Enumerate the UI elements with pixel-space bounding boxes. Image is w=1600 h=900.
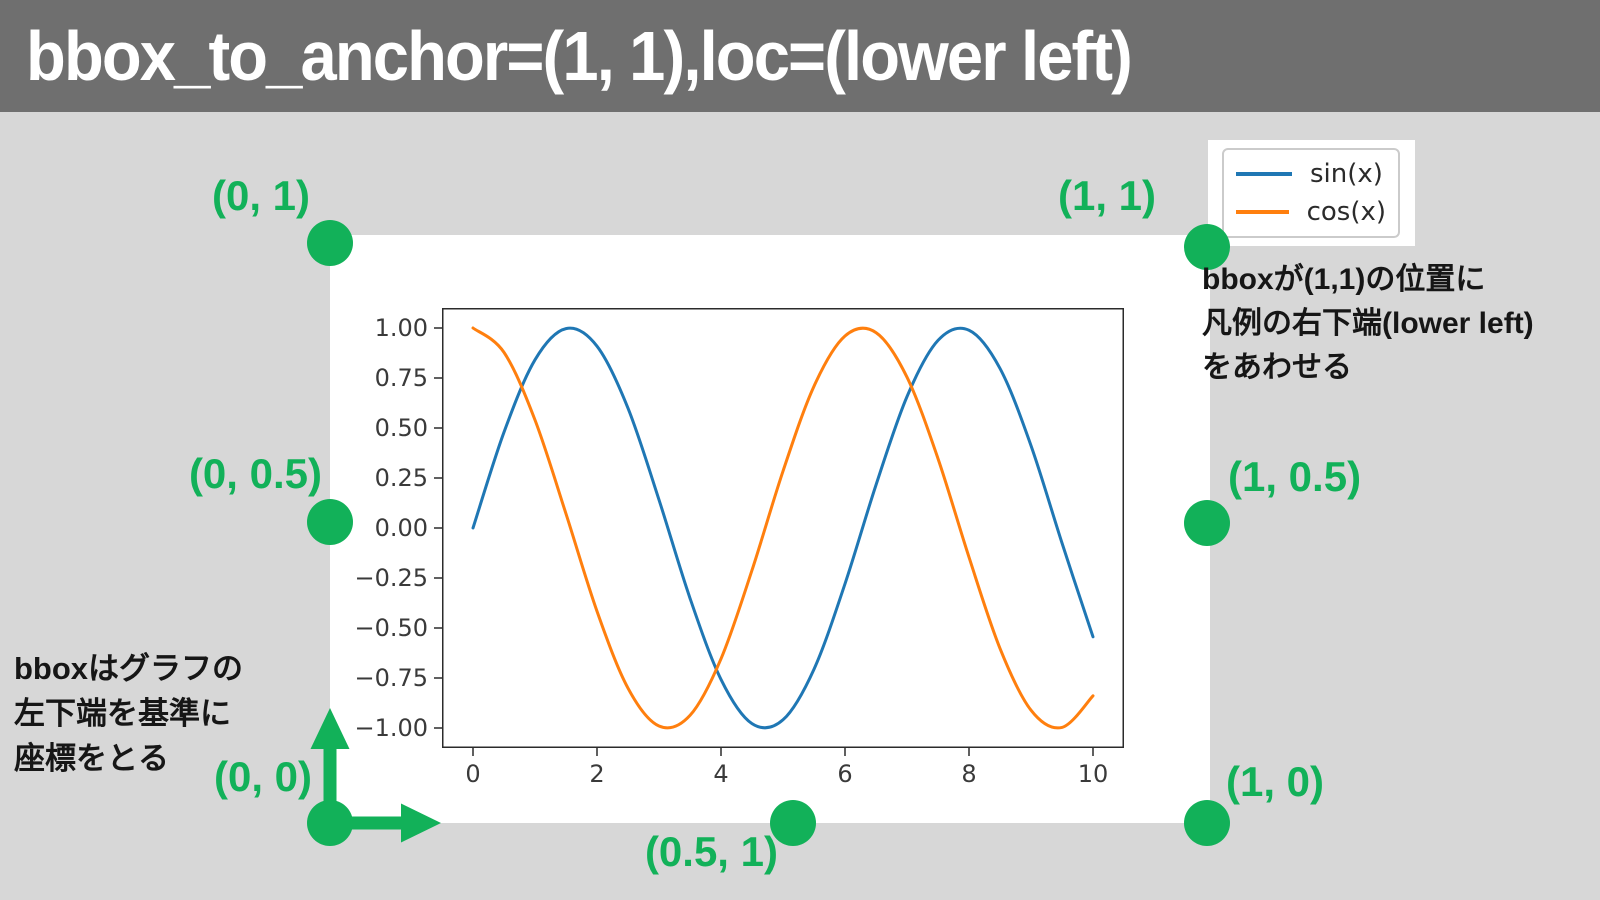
y-tick-label: 0.25 xyxy=(375,464,428,492)
note-line: bboxはグラフの xyxy=(14,651,244,686)
y-tick-label: 0.00 xyxy=(375,514,428,542)
x-tick-label: 8 xyxy=(961,760,976,788)
anchor-label-0-0: (0, 0) xyxy=(213,753,312,800)
sin-line-swatch xyxy=(1236,172,1292,177)
y-tick-label: 1.00 xyxy=(375,314,428,342)
figure-area xyxy=(330,235,1210,823)
legend-item-sin: sin(x) xyxy=(1236,161,1386,187)
x-tick-label: 10 xyxy=(1078,760,1109,788)
note-bbox-origin: bboxはグラフの 左下端を基準に 座標をとる xyxy=(14,646,243,781)
anchor-dot-1-0 xyxy=(1184,800,1230,846)
axes-spines xyxy=(442,308,1124,748)
anchor-dot-1-1 xyxy=(1184,224,1230,270)
legend-item-cos: cos(x) xyxy=(1236,199,1386,225)
legend-label-cos: cos(x) xyxy=(1306,196,1386,227)
y-tick-label: −0.50 xyxy=(354,614,428,642)
y-tick-label: −1.00 xyxy=(354,714,428,742)
title-bar: bbox_to_anchor=(1, 1),loc=(lower left) xyxy=(0,0,1600,112)
legend: sin(x) cos(x) xyxy=(1222,148,1400,238)
note-line: bboxが(1,1)の位置に xyxy=(1202,263,1486,296)
anchor-label-05-1: (0.5, 1) xyxy=(644,828,778,875)
legend-label-sin: sin(x) xyxy=(1310,159,1383,190)
note-line: 凡例の右下端(lower left) xyxy=(1202,307,1534,340)
anchor-dot-0-1 xyxy=(307,220,353,266)
note-line: 左下端を基準に xyxy=(14,696,231,731)
y-tick-label: 0.50 xyxy=(375,414,428,442)
anchor-label-0-1: (0, 1) xyxy=(211,172,310,219)
anchor-label-0-05: (0, 0.5) xyxy=(188,450,322,497)
x-tick-label: 6 xyxy=(837,760,852,788)
curve-sin xyxy=(471,326,1095,730)
anchor-label-1-1: (1, 1) xyxy=(1057,172,1157,219)
anchor-dot-05-1 xyxy=(770,800,816,846)
page-title: bbox_to_anchor=(1, 1),loc=(lower left) xyxy=(26,17,1133,95)
note-line: 座標をとる xyxy=(14,741,169,776)
note-legend-placement: bboxが(1,1)の位置に 凡例の右下端(lower left) をあわせる xyxy=(1202,258,1534,390)
curve-cos xyxy=(471,326,1095,730)
plot-svg: 0 2 4 6 8 10 1.00 0.75 0.50 0.25 0.00 −0.25 −0.50 −0.… xyxy=(354,308,1124,788)
y-tick-label: 0.75 xyxy=(375,364,428,392)
note-line: をあわせる xyxy=(1202,351,1352,384)
y-tick-label: −0.75 xyxy=(354,664,428,692)
anchor-label-1-05: (1, 0.5) xyxy=(1228,453,1362,500)
x-tick-label: 2 xyxy=(589,760,604,788)
x-tick-label: 0 xyxy=(465,760,480,788)
anchor-label-1-0: (1, 0) xyxy=(1226,758,1325,805)
x-tick-label: 4 xyxy=(713,760,728,788)
cos-line-swatch xyxy=(1236,209,1289,214)
anchor-dot-0-0 xyxy=(307,800,353,846)
y-tick-label: −0.25 xyxy=(354,564,428,592)
anchor-dot-0-05 xyxy=(307,499,353,545)
anchor-dot-1-05 xyxy=(1184,500,1230,546)
